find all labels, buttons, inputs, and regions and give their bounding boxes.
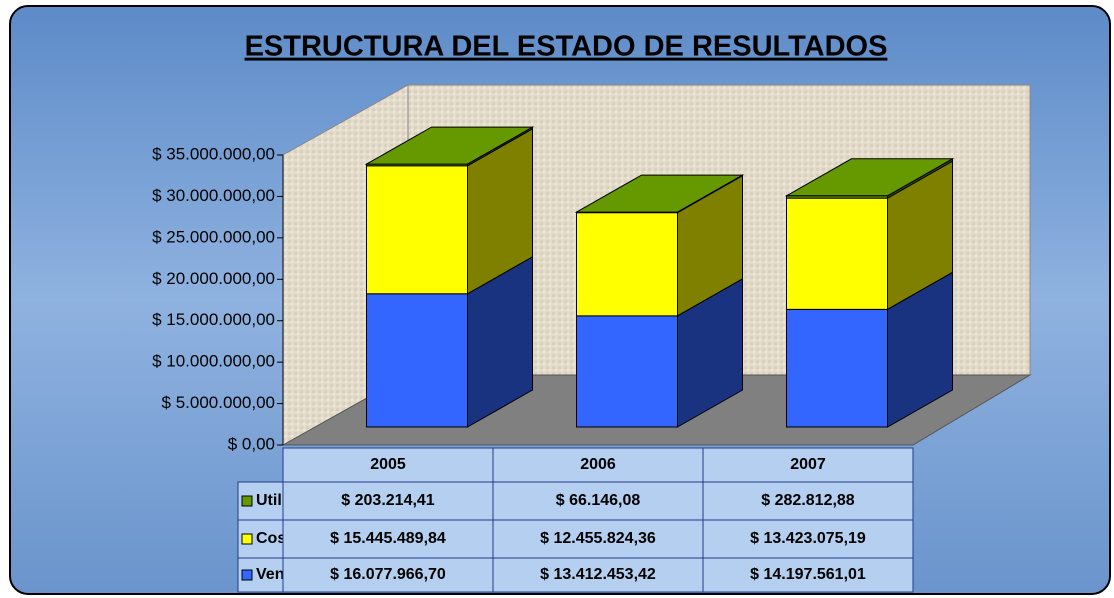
table-cell [492, 557, 704, 593]
legend-swatch [241, 533, 253, 545]
table-cell [282, 481, 494, 521]
legend-swatch [241, 569, 253, 581]
table-cell [702, 481, 914, 521]
bar [786, 197, 888, 310]
data-label: $ 203.214,41 [341, 492, 435, 509]
table-cell [492, 519, 704, 559]
bar-top [574, 174, 745, 213]
x-tick-label: 2005 [370, 456, 406, 473]
bar [576, 315, 678, 428]
bar [366, 165, 468, 295]
x-tick-label: 2006 [580, 456, 616, 473]
legend-swatch [241, 495, 253, 507]
bar [576, 212, 678, 317]
data-label: $ 14.197.561,01 [750, 566, 866, 583]
bar [786, 308, 888, 428]
x-tick-label: 2007 [790, 456, 826, 473]
y-tick-label: $ 0,00 [228, 434, 275, 453]
y-tick-label: $ 25.000.000,00 [152, 227, 275, 246]
y-tick-label: $ 30.000.000,00 [152, 186, 275, 205]
chart-title: ESTRUCTURA DEL ESTADO DE RESULTADOS [245, 31, 888, 63]
table-cell [492, 481, 704, 521]
data-label: $ 282.812,88 [761, 492, 855, 509]
table-cell [702, 519, 914, 559]
table-cell [702, 557, 914, 593]
data-label: $ 16.077.966,70 [330, 566, 446, 583]
bar-top [784, 158, 955, 197]
y-tick-label: $ 15.000.000,00 [152, 310, 275, 329]
data-label: $ 15.445.489,84 [330, 530, 446, 547]
y-tick-label: $ 10.000.000,00 [152, 352, 275, 371]
y-tick-label: $ 35.000.000,00 [152, 144, 275, 163]
y-tick-label: $ 5.000.000,00 [162, 393, 275, 412]
table-cell [282, 519, 494, 559]
data-label: $ 13.423.075,19 [750, 530, 866, 547]
bar-top [364, 126, 535, 165]
bar [366, 293, 468, 428]
data-label: $ 66.146,08 [556, 492, 641, 509]
y-tick-label: $ 20.000.000,00 [152, 269, 275, 288]
data-label: $ 13.412.453,42 [540, 566, 656, 583]
data-label: $ 12.455.824,36 [540, 530, 656, 547]
